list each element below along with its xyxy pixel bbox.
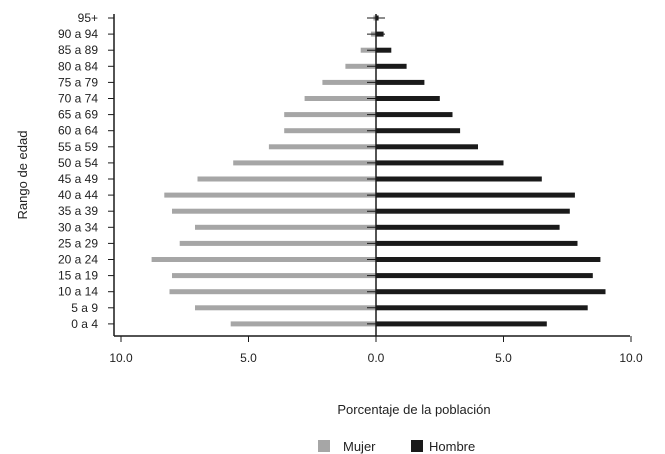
bar-mujer-10 xyxy=(233,160,376,166)
y-tick-label: 75 a 79 xyxy=(58,75,98,89)
bar-mujer-16 xyxy=(345,63,376,69)
bar-mujer-0 xyxy=(230,321,376,327)
y-tick-label: 85 a 89 xyxy=(58,43,98,57)
bar-hombre-16 xyxy=(376,63,407,69)
x-axis-ticks: 10.0 5.0 0.0 5.0 10.0 xyxy=(109,336,643,365)
y-tick-label: 15 a 19 xyxy=(58,269,98,283)
bar-hombre-15 xyxy=(376,79,425,85)
bar-mujer-12 xyxy=(284,128,376,134)
bar-mujer-15 xyxy=(322,79,376,85)
y-tick-label: 25 a 29 xyxy=(58,236,98,250)
bar-mujer-1 xyxy=(195,305,376,311)
bar-hombre-6 xyxy=(376,224,560,230)
y-tick-label: 40 a 44 xyxy=(58,188,98,202)
legend-swatch-hombre xyxy=(411,440,423,452)
bar-mujer-4 xyxy=(151,257,376,262)
x-tick-label: 5.0 xyxy=(240,351,257,365)
y-tick-label: 20 a 24 xyxy=(58,253,98,267)
bar-mujer-9 xyxy=(197,176,376,182)
bar-mujer-8 xyxy=(164,192,376,198)
x-tick-label: 5.0 xyxy=(495,351,512,365)
bar-mujer-13 xyxy=(284,112,376,118)
bar-mujer-14 xyxy=(304,96,376,101)
legend-swatch-mujer xyxy=(318,440,330,452)
y-tick-label: 55 a 59 xyxy=(58,140,98,154)
y-tick-label: 50 a 54 xyxy=(58,156,98,170)
y-tick-label: 90 a 94 xyxy=(58,27,98,41)
bar-hombre-8 xyxy=(376,192,575,198)
bar-hombre-3 xyxy=(376,273,593,279)
bar-hombre-10 xyxy=(376,160,504,166)
bar-hombre-0 xyxy=(376,321,547,327)
bar-hombre-1 xyxy=(376,305,588,311)
bar-mujer-2 xyxy=(169,289,376,295)
y-tick-label: 70 a 74 xyxy=(58,92,98,106)
x-tick-label: 0.0 xyxy=(368,351,385,365)
bar-hombre-4 xyxy=(376,257,601,262)
bar-mujer-6 xyxy=(195,224,376,230)
bar-hombre-7 xyxy=(376,208,570,214)
y-tick-label: 5 a 9 xyxy=(71,301,98,315)
bar-mujer-3 xyxy=(172,273,376,279)
bar-mujer-5 xyxy=(179,240,376,246)
bar-hombre-12 xyxy=(376,128,461,134)
y-tick-label: 65 a 69 xyxy=(58,108,98,122)
y-axis-ticks: 0 a 4 5 a 9 10 a 14 15 a 19 20 a 24 25 a 29 30… xyxy=(58,11,385,331)
y-tick-label: 35 a 39 xyxy=(58,204,98,218)
bar-hombre-14 xyxy=(376,96,440,101)
legend-label-hombre: Hombre xyxy=(429,439,475,454)
y-tick-label: 45 a 49 xyxy=(58,172,98,186)
y-tick-label: 10 a 14 xyxy=(58,285,98,299)
bar-hombre-5 xyxy=(376,240,578,246)
y-tick-label: 30 a 34 xyxy=(58,220,98,234)
bar-hombre-2 xyxy=(376,289,606,295)
x-axis-title: Porcentaje de la población xyxy=(337,402,490,417)
bar-mujer-7 xyxy=(172,208,376,214)
series-mujer xyxy=(151,15,376,327)
bar-hombre-13 xyxy=(376,112,453,118)
y-tick-label: 95+ xyxy=(78,11,98,25)
legend: Mujer Hombre xyxy=(318,439,475,454)
y-tick-label: 80 a 84 xyxy=(58,59,98,73)
series-hombre xyxy=(376,15,606,327)
y-tick-label: 60 a 64 xyxy=(58,124,98,138)
legend-label-mujer: Mujer xyxy=(343,439,376,454)
y-tick-label: 0 a 4 xyxy=(71,317,98,331)
bar-mujer-11 xyxy=(268,144,376,150)
bar-hombre-11 xyxy=(376,144,478,150)
x-tick-label: 10.0 xyxy=(109,351,133,365)
y-axis-title: Rango de edad xyxy=(15,131,30,220)
bar-hombre-9 xyxy=(376,176,542,182)
x-tick-label: 10.0 xyxy=(619,351,643,365)
